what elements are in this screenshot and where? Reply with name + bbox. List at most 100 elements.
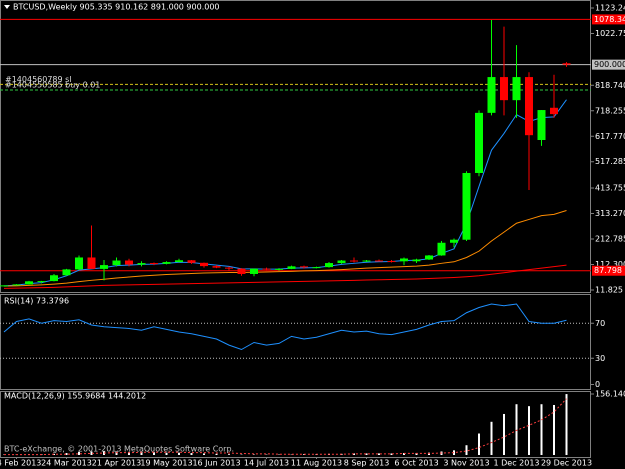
candle-body: [250, 268, 258, 274]
macd-panel-frame: [0, 391, 591, 458]
candle-body: [225, 267, 233, 269]
candle-body: [62, 269, 71, 276]
histogram-bar: [478, 433, 480, 455]
candle-body: [50, 275, 58, 282]
histogram-bar: [403, 453, 405, 455]
price-label-box: [592, 14, 625, 25]
y-tick-label: 70: [595, 319, 605, 328]
y-tick-label: 1022.755: [595, 29, 625, 38]
x-tick-label: 11 Aug 2013: [291, 459, 342, 468]
menu-icon[interactable]: [4, 5, 10, 9]
y-tick-label: 11.825: [595, 286, 623, 295]
x-tick-label: 8 Sep 2013: [344, 459, 390, 468]
histogram-bar: [528, 406, 530, 455]
candle-body: [262, 268, 271, 270]
y-tick-label: 156.1402: [595, 390, 625, 399]
y-tick-label: 1123.240: [595, 4, 625, 13]
histogram-bar: [78, 451, 80, 455]
candle-body: [375, 260, 383, 262]
candle-body: [412, 259, 421, 262]
candle-body: [25, 281, 33, 285]
candle-body: [137, 263, 146, 265]
signal-line: [4, 398, 567, 456]
y-tick-label: 0: [595, 380, 600, 389]
candle-body: [175, 260, 183, 263]
candle-body: [337, 260, 346, 264]
candle-body: [0, 285, 8, 287]
histogram-bar: [128, 451, 130, 455]
y-tick-label: 30: [595, 354, 605, 363]
candle-body: [75, 257, 83, 270]
price-label-box: [592, 265, 625, 276]
y-tick-label: 313.270: [595, 209, 625, 218]
rsi-title: RSI(14) 73.3796: [4, 297, 69, 306]
x-tick-label: 24 Mar 2013: [41, 459, 92, 468]
histogram-bar: [190, 453, 193, 455]
macd-title: MACD(12,26,9) 155.9684 144.2012: [4, 392, 146, 401]
candle-body: [350, 260, 358, 262]
candle-body: [550, 107, 558, 115]
moving-average: [3, 210, 567, 287]
moving-average: [3, 264, 567, 289]
candle-body: [512, 77, 521, 101]
candle-body: [487, 77, 496, 113]
histogram-bar: [90, 451, 93, 455]
candle-body: [400, 258, 408, 262]
x-tick-label: 19 May 2013: [140, 459, 192, 468]
candle-body: [362, 260, 371, 262]
candle-body: [150, 263, 158, 265]
price-label-box: [592, 59, 625, 70]
histogram-bar: [53, 453, 55, 455]
candle-body: [87, 257, 96, 269]
candle-body: [537, 110, 546, 141]
histogram-bar: [115, 451, 118, 455]
y-tick-label: 818.740: [595, 81, 625, 90]
histogram-bar: [390, 453, 393, 455]
candle-body: [300, 266, 308, 268]
candle-body: [100, 265, 108, 269]
candle-body: [562, 63, 571, 65]
rsi-line: [3, 303, 567, 351]
histogram-bar: [378, 453, 380, 455]
histogram-bar: [178, 452, 180, 455]
candle-body: [112, 260, 121, 266]
histogram-bar: [353, 453, 355, 455]
moving-average: [3, 99, 567, 287]
candle-body: [500, 77, 508, 101]
y-tick-label: 718.255: [595, 106, 625, 115]
candle-body: [425, 255, 433, 260]
histogram-bar: [140, 451, 143, 455]
candle-body: [287, 266, 296, 269]
price-label: 87.798: [594, 266, 622, 275]
x-tick-label: 14 Jul 2013: [244, 459, 289, 468]
candle-body: [437, 242, 446, 256]
candle-body: [275, 268, 283, 270]
candle-body: [325, 263, 333, 268]
candle-body: [162, 262, 171, 264]
histogram-bar: [453, 450, 455, 455]
copyright: BTC-eXchange, © 2001-2013 MetaQuotes Sof…: [4, 445, 234, 454]
candle-body: [475, 112, 483, 173]
order-label: #1404550585 buy 0.01: [5, 81, 100, 90]
histogram-bar: [65, 453, 68, 455]
histogram-bar: [515, 404, 518, 455]
x-tick-label: 16 Jun 2013: [192, 459, 240, 468]
y-tick-label: 617.770: [595, 132, 625, 141]
y-tick-label: 413.755: [595, 184, 625, 193]
histogram-bar: [365, 453, 368, 455]
price-label: 900.000: [594, 60, 625, 69]
price-label: 1078.340: [594, 15, 625, 24]
histogram-bar: [165, 452, 168, 455]
candle-body: [387, 261, 396, 263]
y-tick-label: 517.285: [595, 157, 625, 166]
histogram-bar: [153, 452, 155, 455]
histogram-bar: [215, 453, 218, 455]
x-tick-label: 6 Oct 2013: [394, 459, 438, 468]
candle-body: [187, 260, 196, 263]
candle-body: [312, 267, 321, 269]
y-tick-label: 112.300: [595, 260, 625, 269]
candle-body: [37, 281, 46, 283]
histogram-bar: [465, 445, 468, 455]
x-tick-label: 21 Apr 2013: [92, 459, 141, 468]
histogram-bar: [503, 413, 505, 455]
